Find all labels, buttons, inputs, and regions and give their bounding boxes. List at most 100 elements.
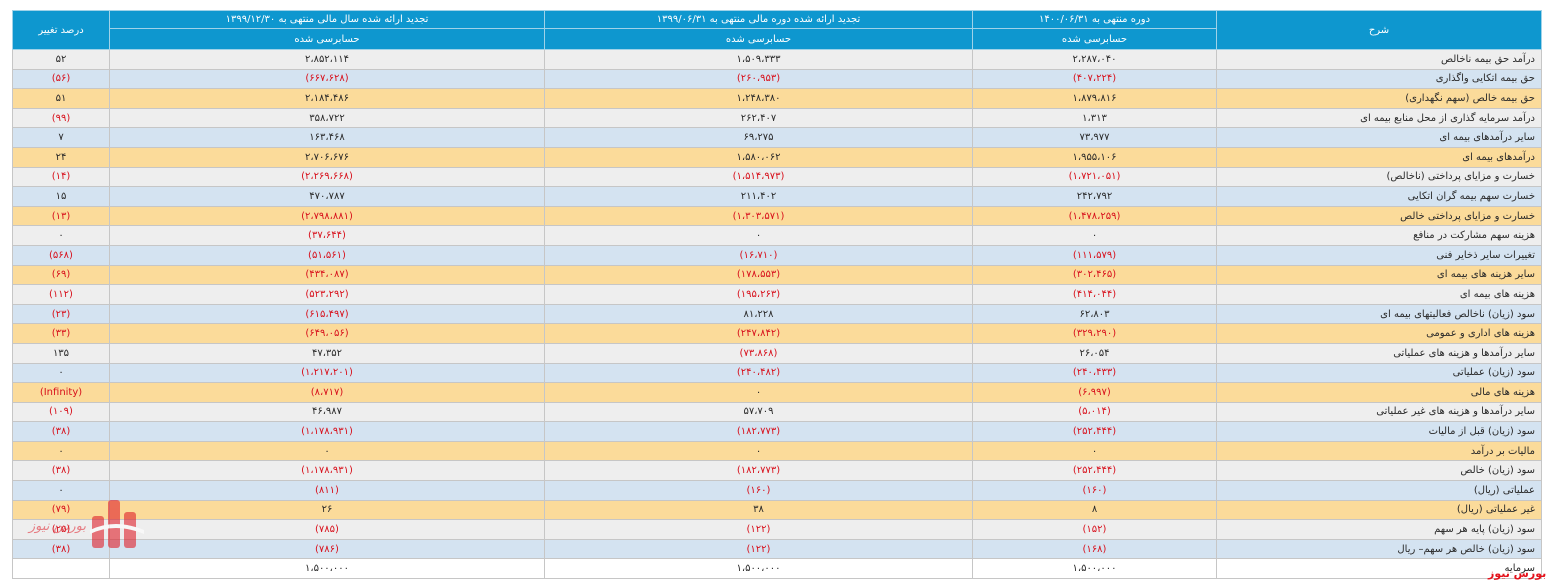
cell-fy-1399: ۴۷،۳۵۲: [109, 342, 545, 364]
cell-period-1400: (۶،۹۹۷): [972, 382, 1217, 403]
cell-pct-change: ۵۲: [12, 49, 110, 70]
table-row: ۱۵ ۴۷۰،۷۸۷ ۲۱۱،۴۰۲ ۲۴۲،۷۹۲ خسارت سهم بیمه گر…: [12, 186, 1542, 207]
cell-fy-1399: (۱،۱۷۸،۹۳۱): [109, 421, 545, 442]
cell-description: خسارت سهم بیمه گران اتکایی: [1216, 186, 1542, 207]
cell-period-1399: ۲۶۲،۴۰۷: [544, 107, 973, 129]
cell-description: سایر درآمدهای بیمه ای: [1216, 127, 1542, 148]
table-row: ۰ (۸۱۱) (۱۶۰) (۱۶۰) عملیاتی (ریال): [12, 480, 1542, 501]
cell-pct-change: [12, 558, 110, 580]
table-row: ۵۱ ۲،۱۸۴،۴۸۶ ۱،۲۴۸،۳۸۰ ۱،۸۷۹،۸۱۶ حق بیمه خال…: [12, 88, 1542, 109]
table-row: ۰ (۱،۲۱۷،۲۰۱) (۲۴۰،۴۸۲) (۲۴۰،۴۳۳) سود (زیان)…: [12, 362, 1542, 384]
cell-fy-1399: ۴۶،۹۸۷: [109, 401, 545, 423]
table-row: (۳۸) (۷۸۶) (۱۲۲) (۱۶۸) سود (زیان) خالص هر سه…: [12, 538, 1542, 560]
cell-pct-change: ۵۱: [12, 88, 110, 109]
cell-period-1399: ۰: [544, 440, 973, 462]
cell-description: حق بیمه خالص (سهم نگهداری): [1216, 88, 1542, 109]
cell-period-1400: ۲۴۲،۷۹۲: [972, 186, 1217, 207]
subheader-audited-period-1399: حسابرسی شده: [544, 28, 973, 50]
cell-fy-1399: (۵۱،۵۶۱): [109, 244, 545, 266]
cell-description: سود (زیان) خالص هر سهم– ریال: [1216, 538, 1542, 560]
cell-fy-1399: ۲،۷۰۶،۶۷۶: [109, 146, 545, 168]
cell-description: مالیات بر درآمد: [1216, 440, 1542, 462]
cell-pct-change: (۵۶): [12, 68, 110, 90]
cell-period-1400: ۱،۵۰۰،۰۰۰: [972, 558, 1217, 580]
cell-period-1399: (۱۹۵،۲۶۳): [544, 284, 973, 305]
cell-description: سود (زیان) خالص: [1216, 460, 1542, 482]
cell-pct-change: (۱۰۹): [12, 401, 110, 423]
cell-period-1399: (۲۴۰،۴۸۲): [544, 362, 973, 384]
cell-description: درآمدهای بیمه ای: [1216, 146, 1542, 168]
cell-fy-1399: ۳۵۸،۷۲۲: [109, 107, 545, 129]
cell-period-1400: (۱۵۲): [972, 519, 1217, 540]
cell-description: سود (زیان) پایه هر سهم: [1216, 519, 1542, 540]
cell-period-1399: ۱،۲۴۸،۳۸۰: [544, 88, 973, 109]
header-fy-1399: تجدید ارائه شده سال مالی منتهی به ۱۳۹۹/۱…: [109, 10, 545, 29]
cell-fy-1399: ۲،۱۸۴،۴۸۶: [109, 88, 545, 109]
cell-period-1400: ۱،۸۷۹،۸۱۶: [972, 88, 1217, 109]
cell-description: درآمد حق بیمه ناخالص: [1216, 49, 1542, 70]
table-row: (۶۹) (۴۳۴،۰۸۷) (۱۷۸،۵۵۳) (۳۰۲،۴۶۵) سایر هزین…: [12, 264, 1542, 286]
cell-fy-1399: ۰: [109, 440, 545, 462]
header-period-1400: دوره منتهی به ۱۴۰۰/۰۶/۳۱: [972, 10, 1217, 29]
cell-fy-1399: ۲،۸۵۲،۱۱۴: [109, 49, 545, 70]
cell-fy-1399: (۶۶۷،۶۲۸): [109, 68, 545, 90]
cell-period-1400: (۱۱۱،۵۷۹): [972, 244, 1217, 266]
cell-fy-1399: (۱،۱۷۸،۹۳۱): [109, 460, 545, 482]
table-row: (۱۳) (۲،۷۹۸،۸۸۱) (۱،۳۰۳،۵۷۱) (۱،۴۷۸،۲۵۹) خسا…: [12, 205, 1542, 227]
cell-pct-change: ۰: [12, 440, 110, 462]
header-description: شرح: [1216, 10, 1542, 50]
cell-pct-change: (Infinity): [12, 382, 110, 403]
header-pct-change: درصد تغییر: [12, 10, 110, 50]
table-row: (۱۴) (۲،۲۶۹،۶۶۸) (۱،۵۱۴،۹۷۳) (۱،۷۲۱،۰۵۱) خسا…: [12, 166, 1542, 188]
cell-pct-change: (۵۶۸): [12, 244, 110, 266]
cell-period-1400: (۱۶۰): [972, 480, 1217, 501]
cell-pct-change: ۰: [12, 225, 110, 246]
table-row: ۰ ۰ ۰ ۰ مالیات بر درآمد: [12, 440, 1542, 462]
cell-fy-1399: (۴۳۴،۰۸۷): [109, 264, 545, 286]
table-row: (۳۳) (۶۴۹،۰۵۶) (۲۴۷،۸۴۲) (۳۲۹،۲۹۰) هزینه های…: [12, 323, 1542, 344]
cell-period-1400: (۳۰۲،۴۶۵): [972, 264, 1217, 286]
cell-pct-change: (۳۸): [12, 421, 110, 442]
cell-pct-change: (۷۹): [12, 499, 110, 521]
table-row: ۱۳۵ ۴۷،۳۵۲ (۷۳،۸۶۸) ۲۶،۰۵۴ سایر درآمدها و هز…: [12, 342, 1542, 364]
cell-description: هزینه های مالی: [1216, 382, 1542, 403]
table-row: (۳۸) (۱،۱۷۸،۹۳۱) (۱۸۲،۷۷۳) (۲۵۲،۴۴۴) سود (زی…: [12, 460, 1542, 482]
table-row: ۰ (۳۷،۶۴۴) ۰ ۰ هزینه سهم مشارکت در منافع: [12, 225, 1542, 246]
table-row: (Infinity) (۸،۷۱۷) ۰ (۶،۹۹۷) هزینه های مالی: [12, 382, 1542, 403]
cell-pct-change: ۰: [12, 362, 110, 384]
cell-period-1400: (۱،۷۲۱،۰۵۱): [972, 166, 1217, 188]
cell-period-1399: (۱۶،۷۱۰): [544, 244, 973, 266]
cell-pct-change: (۳۳): [12, 323, 110, 344]
cell-fy-1399: ۲۶: [109, 499, 545, 521]
cell-period-1400: (۴۱۴،۰۴۴): [972, 284, 1217, 305]
bourse-news-logo: بورس نیوز: [27, 500, 144, 548]
table-row: ۷ ۱۶۳،۴۶۸ ۶۹،۲۷۵ ۷۳،۹۷۷ سایر درآمدهای بیمه ا…: [12, 127, 1542, 148]
cell-period-1399: ۲۱۱،۴۰۲: [544, 186, 973, 207]
cell-period-1400: (۱،۴۷۸،۲۵۹): [972, 205, 1217, 227]
table-row: (۲۵) (۷۸۵) (۱۲۲) (۱۵۲) سود (زیان) پایه هر سه…: [12, 519, 1542, 540]
cell-period-1399: (۱،۳۰۳،۵۷۱): [544, 205, 973, 227]
cell-description: درآمد سرمایه گذاری از محل منابع بیمه ای: [1216, 107, 1542, 129]
cell-period-1400: ۰: [972, 440, 1217, 462]
cell-period-1399: (۱۶۰): [544, 480, 973, 501]
cell-period-1399: (۱۲۲): [544, 519, 973, 540]
table-row: ۲۴ ۲،۷۰۶،۶۷۶ ۱،۵۸۰،۰۶۲ ۱،۹۵۵،۱۰۶ درآمدهای بی…: [12, 146, 1542, 168]
cell-period-1400: ۶۲،۸۰۳: [972, 303, 1217, 325]
subheader-audited-period-1400: حسابرسی شده: [972, 28, 1217, 50]
cell-period-1400: ۰: [972, 225, 1217, 246]
logo-text: بورس نیوز: [27, 519, 87, 534]
cell-period-1399: ۱،۵۸۰،۰۶۲: [544, 146, 973, 168]
cell-period-1399: ۵۷،۷۰۹: [544, 401, 973, 423]
cell-period-1400: (۳۲۹،۲۹۰): [972, 323, 1217, 344]
cell-period-1399: ۶۹،۲۷۵: [544, 127, 973, 148]
cell-description: هزینه های بیمه ای: [1216, 284, 1542, 305]
cell-pct-change: ۲۴: [12, 146, 110, 168]
cell-period-1399: (۲۶۰،۹۵۳): [544, 68, 973, 90]
cell-pct-change: (۶۹): [12, 264, 110, 286]
cell-description: خسارت و مزایای پرداختی خالص: [1216, 205, 1542, 227]
cell-fy-1399: (۲،۷۹۸،۸۸۱): [109, 205, 545, 227]
cell-description: هزینه سهم مشارکت در منافع: [1216, 225, 1542, 246]
table-row: (۷۹) ۲۶ ۳۸ ۸ غیر عملیاتی (ریال): [12, 499, 1542, 521]
income-statement-table-wrapper: درصد تغییر تجدید ارائه شده سال مالی منته…: [12, 10, 1542, 580]
cell-fy-1399: ۱،۵۰۰،۰۰۰: [109, 558, 545, 580]
